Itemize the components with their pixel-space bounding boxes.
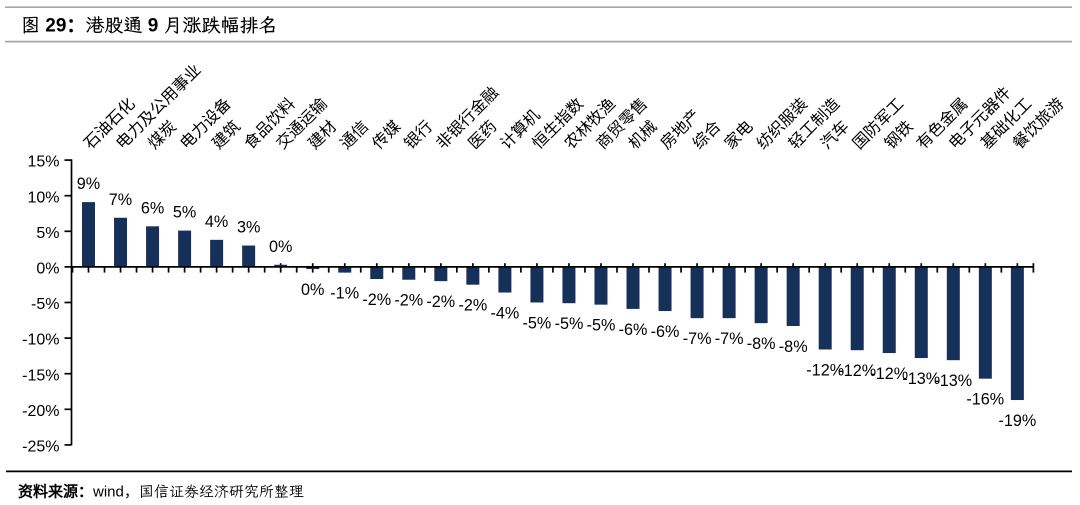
svg-text:-1%: -1% xyxy=(330,285,359,303)
svg-text:-12%: -12% xyxy=(838,362,876,380)
svg-text:15%: 15% xyxy=(27,154,59,171)
svg-text:-2%: -2% xyxy=(362,291,391,309)
svg-text:-4%: -4% xyxy=(491,305,520,323)
svg-text:5%: 5% xyxy=(173,204,196,222)
svg-text:0%: 0% xyxy=(36,261,59,278)
svg-text:-12%: -12% xyxy=(806,362,844,380)
svg-text:-5%: -5% xyxy=(523,315,552,333)
svg-text:-12%: -12% xyxy=(870,365,908,383)
svg-text:-10%: -10% xyxy=(22,332,59,349)
svg-text:-13%: -13% xyxy=(934,372,972,390)
svg-text:9%: 9% xyxy=(77,175,100,193)
svg-text:-5%: -5% xyxy=(555,315,584,333)
svg-text:0%: 0% xyxy=(269,238,292,256)
svg-text:-2%: -2% xyxy=(394,292,423,310)
svg-text:4%: 4% xyxy=(205,213,228,231)
svg-text:-6%: -6% xyxy=(651,323,680,341)
svg-text:3%: 3% xyxy=(237,219,260,237)
svg-text:-8%: -8% xyxy=(779,338,808,356)
svg-text:-15%: -15% xyxy=(22,367,59,384)
svg-text:-19%: -19% xyxy=(999,412,1037,430)
svg-text:7%: 7% xyxy=(109,191,132,209)
svg-text:-8%: -8% xyxy=(747,335,776,353)
svg-text:5%: 5% xyxy=(36,225,59,242)
svg-text:-16%: -16% xyxy=(966,391,1004,409)
svg-text:-5%: -5% xyxy=(31,296,59,313)
svg-text:-13%: -13% xyxy=(902,370,940,388)
svg-text:图 29：港股通 9 月涨跌幅排名: 图 29：港股通 9 月涨跌幅排名 xyxy=(21,16,278,37)
svg-text:-20%: -20% xyxy=(22,403,59,420)
svg-text:-25%: -25% xyxy=(22,439,59,456)
svg-text:-2%: -2% xyxy=(459,297,488,315)
svg-text:-6%: -6% xyxy=(619,321,648,339)
svg-text:6%: 6% xyxy=(141,199,164,217)
svg-text:10%: 10% xyxy=(27,189,59,206)
svg-text:-7%: -7% xyxy=(683,330,712,348)
svg-text:-5%: -5% xyxy=(587,317,616,335)
svg-text:-7%: -7% xyxy=(715,330,744,348)
svg-text:-2%: -2% xyxy=(426,293,455,311)
svg-text:0%: 0% xyxy=(301,281,324,299)
svg-text:资料来源：wind，国信证券经济研究所整理: 资料来源：wind，国信证券经济研究所整理 xyxy=(18,483,304,501)
